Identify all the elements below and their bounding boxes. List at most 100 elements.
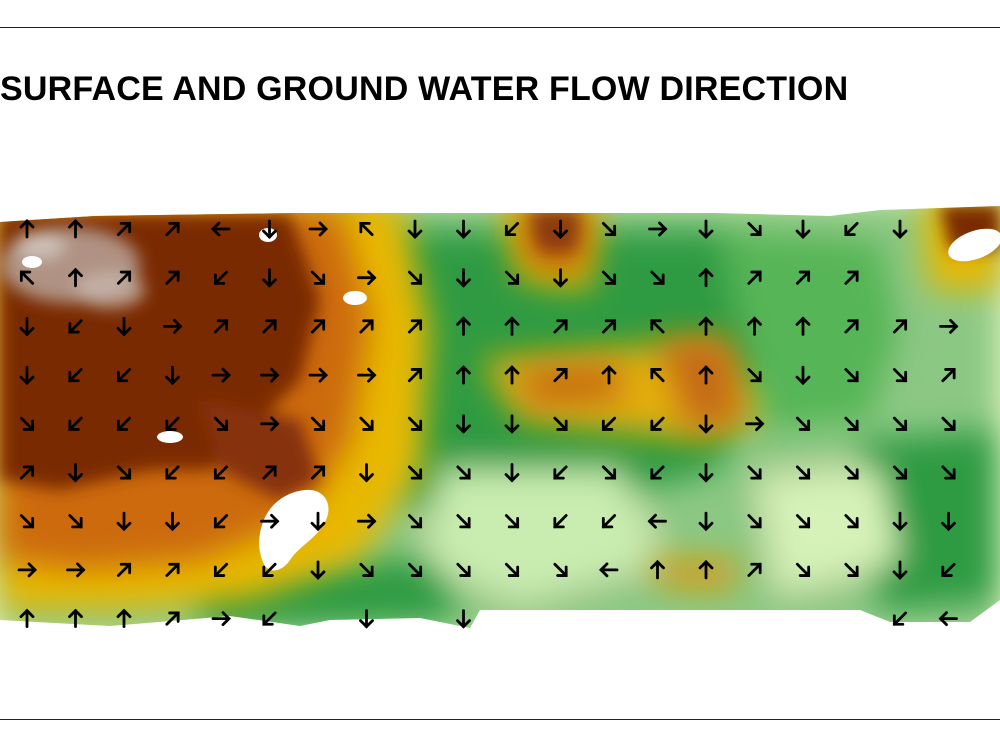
flow-arrow-s bbox=[456, 414, 471, 434]
flow-arrow-se bbox=[504, 514, 520, 529]
flow-arrow-se bbox=[553, 562, 568, 577]
flow-arrow-s bbox=[698, 511, 714, 532]
flow-arrow-ne bbox=[165, 221, 180, 237]
flow-arrow-s bbox=[698, 414, 714, 434]
flow-arrow-s bbox=[504, 463, 520, 483]
flow-arrow-s bbox=[19, 316, 35, 337]
flow-arrow-w bbox=[599, 562, 619, 578]
flow-arrow-sw bbox=[68, 368, 83, 383]
flow-arrow-s bbox=[456, 219, 471, 239]
flow-arrow-e bbox=[163, 318, 183, 334]
flow-arrow-sw bbox=[601, 416, 617, 431]
flow-arrow-e bbox=[939, 318, 959, 334]
map-title: SURFACE AND GROUND WATER FLOW DIRECTION bbox=[0, 70, 849, 108]
flow-arrow-se bbox=[747, 514, 762, 529]
flow-arrow-s bbox=[795, 365, 811, 386]
flow-arrow-n bbox=[698, 559, 714, 580]
flow-arrow-ne bbox=[310, 465, 326, 480]
flow-arrow-se bbox=[844, 514, 859, 529]
terrain-peak-zone bbox=[0, 227, 145, 308]
flow-arrow-e bbox=[260, 367, 280, 383]
flow-arrow-se bbox=[892, 416, 908, 431]
flow-arrow-se bbox=[844, 416, 859, 431]
flow-arrow-n bbox=[747, 316, 762, 336]
flow-arrow-e bbox=[745, 416, 765, 432]
flow-arrow-ne bbox=[116, 270, 132, 285]
flow-arrow-ne bbox=[795, 270, 811, 285]
flow-arrow-sw bbox=[504, 221, 520, 237]
frame-bottom-border bbox=[0, 719, 1000, 720]
flow-arrow-se bbox=[844, 465, 859, 480]
flow-arrow-nw bbox=[19, 270, 35, 285]
cloud-gap-large bbox=[259, 489, 329, 571]
flow-arrow-e bbox=[357, 270, 377, 286]
flow-arrow-ne bbox=[747, 562, 762, 577]
flow-arrow-ne bbox=[116, 221, 132, 237]
flow-arrow-n bbox=[698, 365, 714, 385]
flow-arrow-sw bbox=[892, 611, 908, 626]
flow-arrow-sw bbox=[116, 416, 132, 431]
flow-arrow-s bbox=[19, 365, 35, 386]
flow-arrow-s bbox=[310, 560, 326, 580]
flow-arrow-se bbox=[601, 221, 617, 237]
flow-arrow-se bbox=[359, 562, 374, 577]
flow-arrow-layer bbox=[17, 219, 959, 629]
flow-arrow-ne bbox=[407, 319, 423, 334]
flow-arrow-ne bbox=[116, 562, 132, 577]
flow-arrow-s bbox=[68, 463, 83, 483]
flow-arrow-ne bbox=[165, 611, 180, 626]
flow-arrow-se bbox=[795, 416, 811, 431]
flow-arrow-se bbox=[359, 416, 374, 431]
flow-arrow-se bbox=[456, 465, 471, 480]
frame-top-border bbox=[0, 27, 1000, 28]
flow-arrow-se bbox=[795, 465, 811, 480]
cloud-gaps bbox=[22, 228, 1000, 571]
flow-arrow-s bbox=[892, 511, 908, 532]
flow-arrow-sw bbox=[553, 465, 568, 480]
flow-arrow-ne bbox=[553, 319, 568, 334]
flow-arrow-n bbox=[456, 365, 471, 385]
flow-arrow-sw bbox=[68, 416, 83, 431]
flow-arrow-ne bbox=[941, 368, 956, 383]
flow-arrow-ne bbox=[262, 465, 277, 480]
flow-arrow-ne bbox=[553, 368, 568, 383]
flow-arrow-e bbox=[260, 513, 280, 529]
flow-arrow-se bbox=[747, 465, 762, 480]
flow-arrow-ne bbox=[407, 368, 423, 383]
flow-arrow-e bbox=[260, 416, 280, 432]
flow-arrow-e bbox=[211, 367, 231, 383]
flow-arrow-n bbox=[504, 365, 520, 385]
flow-arrow-sw bbox=[213, 514, 229, 529]
flow-arrow-n bbox=[601, 365, 617, 385]
cloud-gap bbox=[948, 228, 1000, 262]
flow-arrow-sw bbox=[262, 611, 277, 626]
flow-arrow-sw bbox=[213, 270, 229, 285]
flow-arrow-se bbox=[892, 368, 908, 383]
flow-arrow-s bbox=[553, 219, 568, 239]
flow-arrow-s bbox=[116, 316, 132, 337]
flow-arrow-s bbox=[456, 268, 471, 288]
flow-arrow-s bbox=[504, 414, 520, 434]
flow-arrow-ne bbox=[262, 319, 277, 334]
flow-arrow-s bbox=[456, 609, 471, 629]
flow-arrow-n bbox=[116, 608, 132, 628]
flow-arrow-s bbox=[116, 511, 132, 532]
flow-arrow-e bbox=[308, 221, 328, 237]
flow-arrow-se bbox=[456, 514, 471, 529]
flow-arrow-s bbox=[359, 609, 374, 629]
flow-arrow-w bbox=[938, 611, 958, 626]
flow-arrow-s bbox=[407, 219, 423, 239]
flow-arrow-nw bbox=[359, 221, 374, 237]
flow-arrow-e bbox=[66, 562, 86, 578]
flow-arrow-n bbox=[68, 219, 83, 239]
flow-arrow-sw bbox=[68, 319, 83, 334]
flow-arrow-ne bbox=[19, 465, 35, 480]
flow-arrow-se bbox=[407, 514, 423, 529]
flow-arrow-ne bbox=[165, 270, 180, 285]
flow-arrow-s bbox=[698, 219, 714, 239]
flow-arrow-se bbox=[747, 368, 762, 383]
flow-arrow-ne bbox=[892, 319, 908, 334]
flow-arrow-se bbox=[795, 562, 811, 577]
flow-arrow-nw bbox=[650, 368, 665, 383]
flow-arrow-se bbox=[844, 368, 859, 383]
